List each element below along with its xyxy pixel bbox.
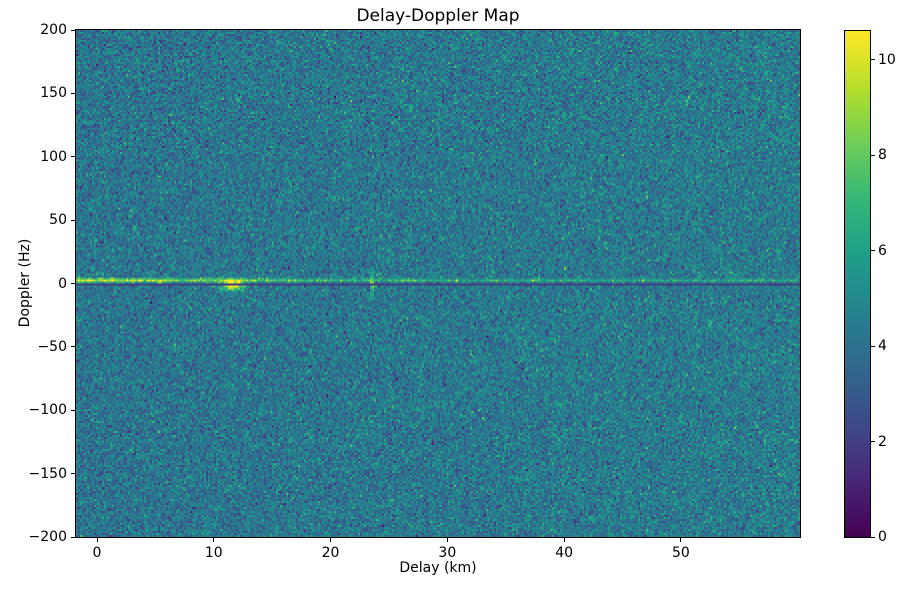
x-tick-label: 20 [321, 545, 340, 561]
colorbar-frame [844, 30, 871, 538]
y-tick-label: 150 [40, 85, 67, 102]
x-tick-mark [330, 538, 332, 542]
x-tick-mark [446, 538, 448, 542]
colorbar-tick-label: 10 [878, 51, 896, 68]
x-tick-mark [563, 538, 565, 542]
y-tick-label: 50 [49, 212, 67, 229]
x-tick-mark [96, 538, 98, 542]
plot-area-frame [75, 29, 801, 538]
y-tick-mark [71, 92, 75, 94]
x-tick-label: 0 [92, 545, 102, 561]
colorbar-tick-mark [871, 441, 875, 443]
y-axis-label: Doppler (Hz) [17, 238, 33, 328]
y-tick-label: −100 [28, 402, 67, 419]
y-tick-mark [71, 156, 75, 158]
chart-title: Delay-Doppler Map [356, 6, 520, 26]
heatmap-canvas [76, 30, 800, 537]
y-tick-label: −150 [28, 465, 67, 482]
y-tick-mark [71, 346, 75, 348]
x-tick-mark [680, 538, 682, 542]
y-tick-mark [71, 409, 75, 411]
colorbar-tick-label: 4 [878, 338, 887, 355]
y-tick-mark [71, 473, 75, 475]
x-tick-label: 10 [204, 545, 223, 561]
x-tick-mark [213, 538, 215, 542]
colorbar-tick-label: 2 [878, 433, 887, 450]
colorbar-tick-label: 8 [878, 147, 887, 164]
x-tick-label: 40 [555, 545, 574, 561]
colorbar-tick-mark [871, 250, 875, 252]
y-tick-label: 0 [58, 275, 67, 292]
y-tick-label: −50 [37, 338, 67, 355]
y-tick-mark [71, 219, 75, 221]
y-tick-label: −200 [28, 529, 67, 545]
colorbar-tick-mark [871, 536, 875, 538]
colorbar-canvas [845, 31, 870, 537]
colorbar-tick-mark [871, 59, 875, 61]
y-tick-label: 100 [40, 148, 67, 165]
x-axis-label: Delay (km) [399, 560, 477, 576]
y-tick-mark [71, 536, 75, 538]
colorbar-tick-mark [871, 154, 875, 156]
colorbar-tick-label: 6 [878, 242, 887, 259]
colorbar-tick-label: 0 [878, 529, 887, 545]
y-tick-mark [71, 29, 75, 31]
x-tick-label: 30 [438, 545, 457, 561]
y-tick-label: 200 [40, 22, 67, 38]
colorbar-tick-mark [871, 345, 875, 347]
y-tick-mark [71, 283, 75, 284]
x-tick-label: 50 [671, 545, 690, 561]
